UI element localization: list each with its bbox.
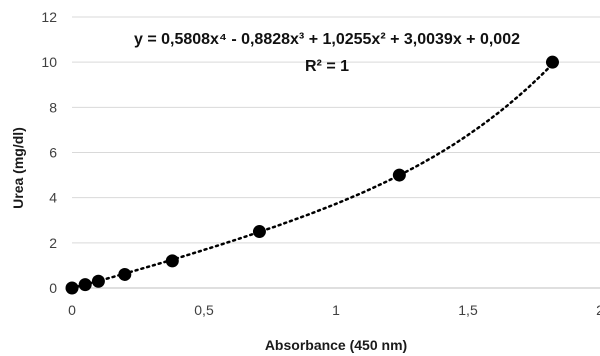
x-axis-title: Absorbance (450 nm)	[265, 337, 407, 353]
data-point	[165, 254, 179, 268]
data-point	[545, 55, 559, 69]
y-tick-label: 4	[49, 190, 57, 206]
x-tick-labels: 0 0,5 1 1,5 2	[68, 302, 600, 318]
data-point	[392, 168, 406, 182]
data-points	[65, 55, 559, 295]
data-point	[252, 225, 266, 239]
x-tick-label: 1	[332, 302, 340, 318]
y-tick-label: 12	[41, 9, 57, 25]
y-tick-label: 0	[49, 280, 57, 296]
x-tick-label: 1,5	[458, 302, 478, 318]
y-tick-label: 6	[49, 145, 57, 161]
x-tick-label: 2	[596, 302, 600, 318]
data-point	[78, 278, 92, 292]
data-point	[65, 281, 79, 295]
x-tick-label: 0	[68, 302, 76, 318]
y-axis-title: Urea (mg/dl)	[10, 127, 26, 209]
r-squared-label: R² = 1	[305, 58, 349, 75]
gridlines	[72, 16, 600, 289]
y-tick-label: 10	[41, 54, 57, 70]
trendline-equation: y = 0,5808x⁴ - 0,8828x³ + 1,0255x² + 3,0…	[134, 31, 520, 48]
trendline	[70, 62, 554, 290]
data-point	[91, 274, 105, 288]
y-tick-label: 8	[49, 99, 57, 115]
data-point	[118, 267, 132, 281]
y-tick-labels: 0 2 4 6 8 10 12	[41, 9, 57, 296]
y-tick-label: 2	[49, 235, 57, 251]
x-tick-label: 0,5	[194, 302, 214, 318]
